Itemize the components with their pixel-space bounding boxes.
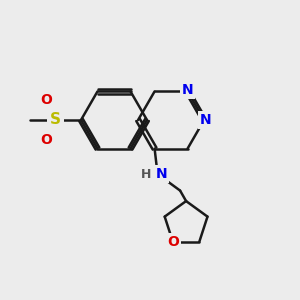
- Text: S: S: [50, 112, 61, 128]
- Text: O: O: [167, 235, 179, 249]
- Text: O: O: [40, 94, 52, 107]
- Text: N: N: [155, 167, 167, 181]
- Text: N: N: [182, 83, 194, 97]
- Text: N: N: [200, 113, 212, 127]
- Text: O: O: [40, 133, 52, 146]
- Text: H: H: [141, 168, 152, 181]
